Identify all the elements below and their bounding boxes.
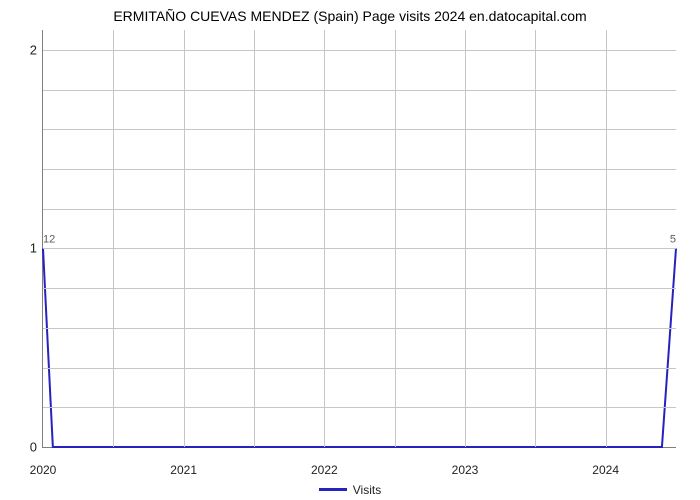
- data-point-label: 5: [670, 234, 676, 246]
- legend-swatch: [319, 488, 347, 491]
- chart-title: ERMITAÑO CUEVAS MENDEZ (Spain) Page visi…: [10, 8, 690, 24]
- x-axis-label: 2021: [170, 463, 197, 477]
- x-axis-label: 2022: [311, 463, 338, 477]
- visits-chart: ERMITAÑO CUEVAS MENDEZ (Spain) Page visi…: [10, 8, 690, 492]
- x-axis-label: 2020: [30, 463, 57, 477]
- data-point-label: 12: [43, 234, 55, 246]
- legend-label: Visits: [353, 483, 381, 497]
- y-axis-label: 2: [30, 42, 37, 57]
- line-series: [43, 30, 676, 447]
- y-axis-label: 1: [30, 241, 37, 256]
- y-axis-label: 0: [30, 440, 37, 455]
- x-axis-label: 2023: [452, 463, 479, 477]
- plot-area: 01220202021202220232024125: [42, 30, 676, 448]
- legend: Visits: [10, 482, 690, 497]
- x-axis-label: 2024: [592, 463, 619, 477]
